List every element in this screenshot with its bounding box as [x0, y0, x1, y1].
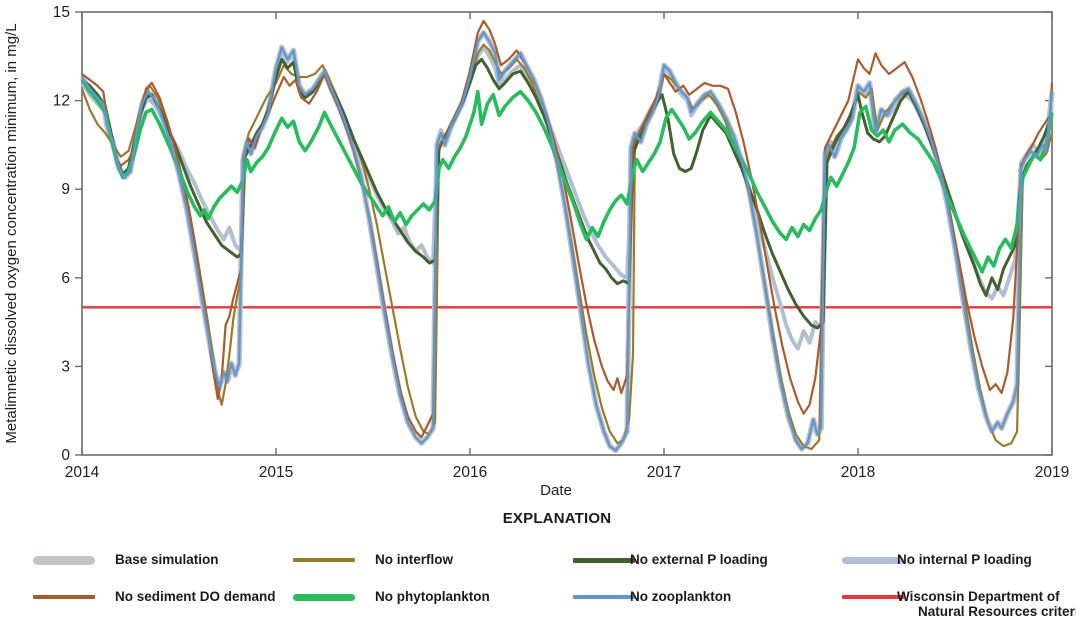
legend-label-base-simulation: Base simulation — [115, 552, 219, 567]
legend-label-no-interflow: No interflow — [375, 552, 453, 567]
y-tick-label: 9 — [61, 181, 70, 198]
legend-swatch-no-interflow — [293, 558, 355, 562]
legend-swatch-no-zooplankton — [573, 595, 635, 599]
legend-title: EXPLANATION — [502, 510, 612, 527]
x-tick-label: 2015 — [259, 464, 293, 481]
legend-label-no-internal-p-loading: No internal P loading — [897, 552, 1032, 567]
do-minimum-chart: 2014 2015 2016 2017 2018 2019 0 3 6 9 12 15 Metalimn… — [3, 4, 1069, 499]
legend-label-wdnr-criterion: Wisconsin Department of Natural Resources… — [897, 589, 1076, 619]
x-tick-label: 2016 — [453, 464, 487, 481]
x-tick-label: 2019 — [1035, 464, 1069, 481]
x-tick-label: 2014 — [65, 464, 100, 481]
legend-label-no-phytoplankton: No phytoplankton — [375, 589, 490, 604]
x-tick-label: 2018 — [841, 464, 875, 481]
legend-label-no-zooplankton: No zooplankton — [630, 589, 732, 604]
x-axis-title: Date — [540, 482, 572, 499]
legend-swatch-wdnr-criterion — [842, 595, 904, 599]
legend-swatch-base-simulation — [33, 555, 95, 565]
legend-swatch-no-sediment-do-demand — [33, 595, 95, 599]
y-tick-label: 6 — [61, 270, 70, 287]
series-line-no-zooplankton — [80, 31, 1054, 452]
series-line-no-sediment-do-demand — [81, 19, 1054, 439]
plot-border — [81, 11, 1053, 456]
y-tick-label: 15 — [53, 4, 70, 21]
y-tick-label: 3 — [61, 358, 70, 375]
legend-label-no-sediment-do-demand: No sediment DO demand — [115, 589, 276, 604]
series-line-no-interflow — [80, 43, 1054, 451]
y-axis-title: Metalimnetic dissolved oxygen concentrat… — [3, 23, 20, 443]
legend-swatch-no-external-p-loading — [573, 557, 635, 563]
y-tick-label: 0 — [61, 447, 70, 464]
explanation-section: EXPLANATION Base simulation No interflow N… — [0, 500, 1076, 621]
legend-swatch-no-internal-p-loading — [842, 556, 904, 564]
x-tick-label: 2017 — [647, 464, 681, 481]
legend-label-no-external-p-loading: No external P loading — [630, 552, 768, 567]
y-tick-label: 12 — [53, 93, 70, 110]
legend-swatch-no-phytoplankton — [293, 593, 355, 601]
